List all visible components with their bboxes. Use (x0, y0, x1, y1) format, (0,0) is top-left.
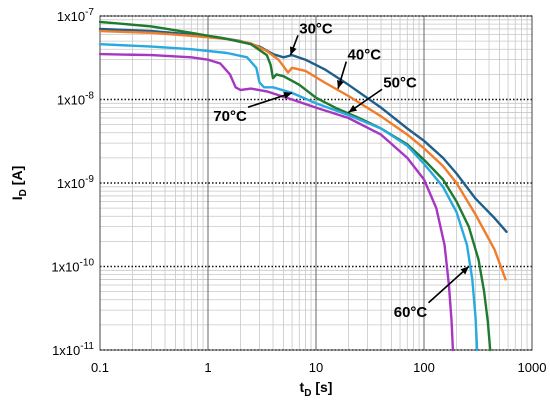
series-line-50C (98, 20, 492, 352)
annotation-label: 40°C (348, 47, 382, 64)
series-line-60C (98, 43, 479, 352)
annotation-label: 70°C (213, 108, 247, 125)
annotation-arrow-head (283, 92, 293, 99)
y-tick-labels: 1x10-11 1x10-10 1x10-9 1x10-8 1x10-7 (51, 7, 94, 358)
annotation-layer: 30°C 40°C50°C 70°C 60°C (213, 20, 470, 321)
x-tick-label: 100 (413, 360, 435, 375)
x-tick-label: 1 (204, 360, 211, 375)
x-tick-label: 10 (309, 360, 323, 375)
y-tick-label: 1x10-10 (51, 258, 94, 275)
x-axis-label: tD [s] (300, 379, 333, 399)
y-tick-label: 1x10-7 (57, 7, 95, 24)
annotation-label: 30°C (299, 20, 333, 37)
x-tick-label: 0.1 (91, 360, 109, 375)
annotation-arrow-head (348, 105, 358, 113)
annotation-label: 50°C (383, 74, 417, 91)
y-axis-label: ID [A] (9, 166, 29, 200)
x-tick-labels: 0.1 1 10 100 1000 (91, 360, 547, 375)
series-line-70C (98, 52, 455, 352)
annotation-label: 60°C (394, 304, 428, 321)
annotation-arrow-head (290, 46, 297, 56)
y-tick-label: 1x10-9 (57, 174, 95, 191)
plot-frame (99, 15, 533, 351)
y-tick-label: 1x10-8 (57, 91, 95, 108)
annotation-arrow-head (460, 266, 469, 275)
series-layer (98, 20, 508, 352)
y-tick-label: 1x10-11 (52, 341, 94, 358)
annotation-arrow-line (427, 265, 470, 304)
x-tick-label: 1000 (518, 360, 547, 375)
annotation-arrow-head (337, 79, 344, 89)
